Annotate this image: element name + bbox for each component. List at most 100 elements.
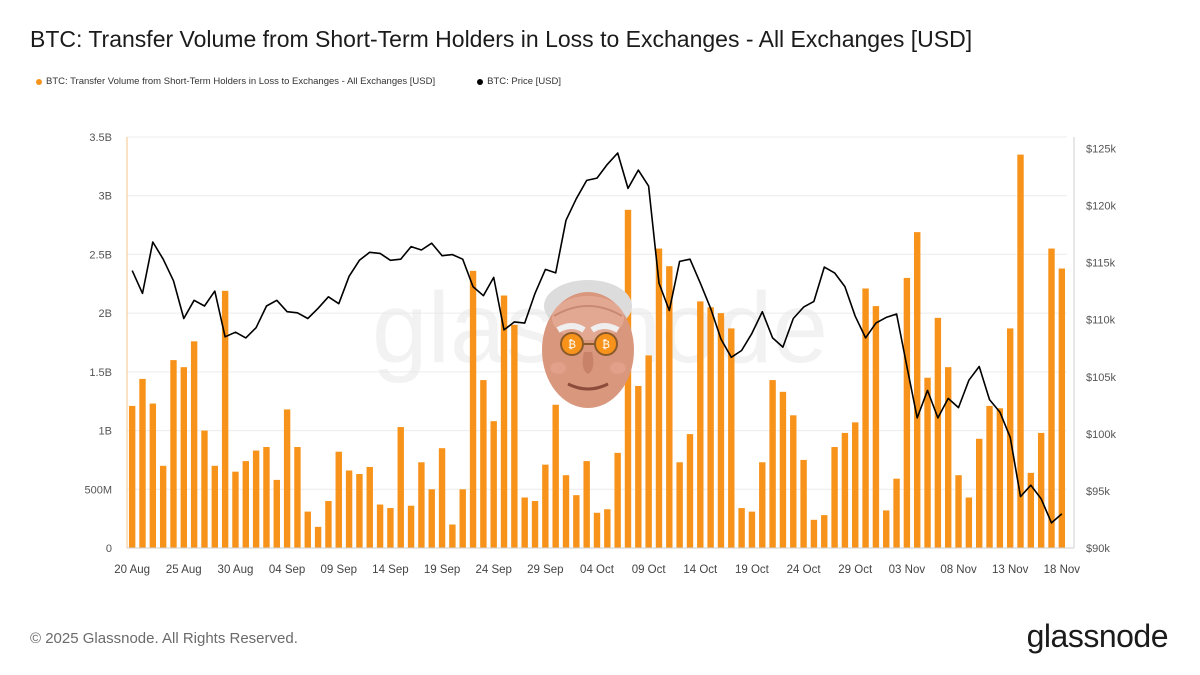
bar[interactable] <box>686 434 694 548</box>
bar[interactable] <box>294 447 301 548</box>
bar[interactable] <box>769 380 776 548</box>
bar[interactable] <box>387 508 394 548</box>
bar[interactable] <box>356 474 363 548</box>
bar[interactable] <box>624 209 632 548</box>
bar[interactable] <box>1017 154 1024 548</box>
bar[interactable] <box>728 328 735 548</box>
bar[interactable] <box>872 306 880 548</box>
bar[interactable] <box>397 427 404 548</box>
bar[interactable] <box>965 497 973 548</box>
legend-item-price[interactable]: BTC: Price [USD] <box>477 76 561 87</box>
bar[interactable] <box>1048 248 1055 549</box>
bar[interactable] <box>986 405 993 548</box>
bar[interactable] <box>190 341 198 548</box>
bar[interactable] <box>800 459 807 548</box>
bar[interactable] <box>314 526 322 548</box>
x-tick-label: 24 Sep <box>475 564 511 576</box>
bar[interactable] <box>790 415 797 548</box>
bar[interactable] <box>149 403 157 548</box>
bar[interactable] <box>304 511 311 548</box>
bar[interactable] <box>242 461 249 548</box>
bar[interactable] <box>573 495 580 548</box>
bar[interactable] <box>418 462 425 548</box>
bar[interactable] <box>201 430 208 548</box>
bar[interactable] <box>139 378 146 548</box>
bar[interactable] <box>480 380 487 548</box>
bar[interactable] <box>883 510 890 548</box>
bar[interactable] <box>934 317 942 548</box>
bar[interactable] <box>500 295 508 548</box>
bar[interactable] <box>511 324 518 548</box>
bar[interactable] <box>914 232 921 549</box>
bar[interactable] <box>748 511 756 548</box>
brand-logo[interactable]: glassnode <box>1026 618 1169 654</box>
bar[interactable] <box>862 288 869 548</box>
bar[interactable] <box>697 301 704 548</box>
bar[interactable] <box>707 307 714 548</box>
bar[interactable] <box>593 512 601 548</box>
bar[interactable] <box>717 313 725 548</box>
bar[interactable] <box>521 497 528 548</box>
bar[interactable] <box>583 461 590 548</box>
bar[interactable] <box>645 355 652 548</box>
bar[interactable] <box>325 501 332 548</box>
bar[interactable] <box>1058 268 1066 548</box>
y-left-tick-label: 2.5B <box>89 249 112 261</box>
bar[interactable] <box>852 422 859 548</box>
bar[interactable] <box>128 405 136 548</box>
bar[interactable] <box>903 277 911 548</box>
bar[interactable] <box>666 266 673 548</box>
bar[interactable] <box>211 465 219 548</box>
bar[interactable] <box>604 509 611 548</box>
bar[interactable] <box>831 447 838 548</box>
bar[interactable] <box>975 438 983 548</box>
bar[interactable] <box>469 270 477 548</box>
legend-label-volume: BTC: Transfer Volume from Short-Term Hol… <box>46 76 436 87</box>
bar[interactable] <box>955 475 962 548</box>
bar[interactable] <box>221 290 229 548</box>
bar[interactable] <box>438 448 446 548</box>
bar[interactable] <box>1037 432 1045 548</box>
bar[interactable] <box>614 452 621 548</box>
bar[interactable] <box>531 501 539 548</box>
bar[interactable] <box>821 515 828 548</box>
bar[interactable] <box>449 524 456 548</box>
bar[interactable] <box>759 462 766 548</box>
bar[interactable] <box>1027 472 1035 548</box>
bar[interactable] <box>283 409 291 548</box>
bar[interactable] <box>376 504 384 548</box>
bar[interactable] <box>562 475 570 548</box>
bar[interactable] <box>676 462 683 548</box>
bar[interactable] <box>180 367 188 548</box>
legend-item-volume[interactable]: BTC: Transfer Volume from Short-Term Hol… <box>36 76 435 87</box>
y-left-tick-label: 500M <box>84 484 112 496</box>
x-tick-label: 09 Oct <box>632 564 667 576</box>
bar[interactable] <box>159 465 167 548</box>
bar[interactable] <box>459 489 466 548</box>
bar[interactable] <box>335 451 342 548</box>
bar[interactable] <box>841 432 849 548</box>
bar[interactable] <box>996 408 1004 548</box>
bar[interactable] <box>924 377 931 548</box>
bar[interactable] <box>263 447 270 548</box>
bar[interactable] <box>738 508 745 548</box>
bar[interactable] <box>232 471 239 548</box>
bar[interactable] <box>893 478 900 548</box>
bar[interactable] <box>366 466 373 548</box>
bar[interactable] <box>542 464 549 548</box>
bar[interactable] <box>945 367 952 548</box>
bar[interactable] <box>490 421 497 548</box>
bar[interactable] <box>428 489 435 548</box>
cartoon-face-image: ₿ ₿ <box>542 280 634 408</box>
bar[interactable] <box>655 248 663 549</box>
bar[interactable] <box>779 391 787 548</box>
bar[interactable] <box>407 505 415 548</box>
bar[interactable] <box>170 360 177 548</box>
price-line[interactable] <box>131 152 1063 524</box>
bar[interactable] <box>635 385 642 548</box>
bar[interactable] <box>810 519 818 548</box>
bar[interactable] <box>552 404 559 548</box>
bar[interactable] <box>273 479 280 548</box>
bar[interactable] <box>252 450 260 548</box>
bar[interactable] <box>345 470 353 548</box>
